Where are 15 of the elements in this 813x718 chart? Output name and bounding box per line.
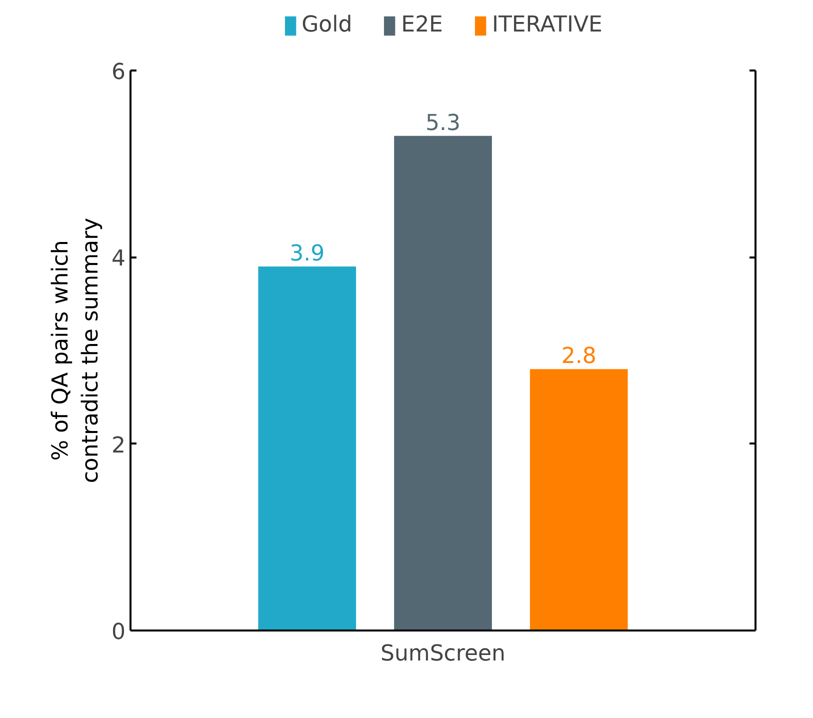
y-axis-title: % of QA pairs which contradict the summary xyxy=(48,218,104,484)
data-label: 5.3 xyxy=(426,110,461,136)
y-tick-label: 6 xyxy=(112,60,126,85)
y-tick-label: 2 xyxy=(112,433,126,458)
legend-label: Gold xyxy=(302,12,352,38)
legend-label: ITERATIVE xyxy=(492,12,602,38)
data-label: 3.9 xyxy=(290,242,325,266)
y-tick-label: 4 xyxy=(112,246,126,272)
y-tick-label: 0 xyxy=(112,620,126,645)
bar xyxy=(394,136,492,630)
bar xyxy=(530,369,628,630)
x-tick-label: SumScreen xyxy=(380,642,506,666)
bar xyxy=(258,266,356,630)
legend-label: E2E xyxy=(401,12,443,38)
data-label: 2.8 xyxy=(561,344,596,370)
